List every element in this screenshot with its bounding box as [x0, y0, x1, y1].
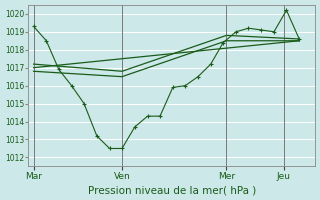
X-axis label: Pression niveau de la mer( hPa ): Pression niveau de la mer( hPa ) [88, 185, 256, 195]
